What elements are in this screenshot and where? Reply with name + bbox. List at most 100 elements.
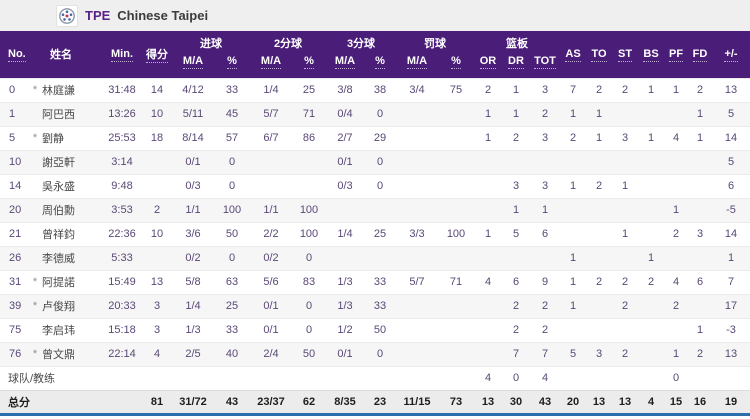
cell-pf: 1 — [672, 84, 680, 96]
cell-tot — [530, 246, 560, 270]
cell-tot: 2 — [541, 108, 549, 120]
cell-p2 — [250, 366, 292, 390]
cell-pm: 7 — [727, 276, 735, 288]
cell-name: 阿巴西 — [42, 109, 75, 121]
cell-pts: 3 — [153, 300, 161, 312]
cell-star: * — [32, 276, 38, 288]
cell-pf — [664, 174, 688, 198]
cell-as — [560, 222, 586, 246]
totals-section: 总分 81 31/72 43 23/37 62 8/35 23 11/15 73… — [0, 390, 750, 414]
cell-pf: 1 — [672, 348, 680, 360]
cell-dr — [502, 150, 530, 174]
cell-to: 1 — [595, 108, 603, 120]
cell-pm: 14 — [724, 132, 738, 144]
cell-tot: 7 — [541, 348, 549, 360]
cell-ft — [396, 246, 438, 270]
cell-st — [612, 366, 638, 390]
cell-pm: 14 — [724, 228, 738, 240]
cell-min: 15:49 — [108, 276, 136, 288]
cell-pts: 2 — [153, 204, 161, 216]
cell-st — [612, 150, 638, 174]
player-row: 0 * 林庭謙 31:48 14 4/12 33 1/4 25 3/8 38 3/4 75 2 1 3 7 2 2 1… — [0, 78, 750, 102]
cell-tot — [530, 150, 560, 174]
cell-as: 1 — [569, 276, 577, 288]
cell-fd: 6 — [696, 276, 704, 288]
cell-st: 13 — [618, 395, 632, 408]
cell-to: 2 — [595, 276, 603, 288]
col-tot-reb: TOT — [530, 54, 561, 78]
cell-bs — [638, 150, 664, 174]
cell-as: 1 — [569, 252, 577, 264]
cell-ft — [396, 342, 438, 366]
cell-pf: 4 — [672, 132, 680, 144]
cell-p3p: 0 — [376, 156, 384, 168]
cell-fgp: 33 — [225, 84, 239, 96]
cell-no: 39 — [9, 300, 22, 312]
cell-p3: 1/3 — [337, 300, 353, 312]
group-field-goals: 进球 — [172, 31, 250, 54]
cell-p3: 2/7 — [337, 132, 353, 144]
col-name: 姓名 — [42, 31, 102, 78]
cell-or — [474, 174, 502, 198]
cell-p2p: 71 — [302, 108, 316, 120]
cell-pf: 2 — [672, 300, 680, 312]
cell-no: 10 — [9, 156, 22, 168]
cell-ftp: 100 — [446, 228, 466, 240]
cell-as: 1 — [569, 300, 577, 312]
cell-bs: 1 — [647, 132, 655, 144]
cell-ftp — [438, 246, 474, 270]
cell-ftp — [438, 174, 474, 198]
col-3p-pct: % — [364, 54, 396, 78]
cell-tot: 4 — [541, 372, 549, 384]
cell-st — [612, 246, 638, 270]
cell-fd: 2 — [696, 348, 704, 360]
cell-dr: 5 — [512, 228, 520, 240]
cell-p2p: 100 — [299, 204, 319, 216]
cell-fg: 5/8 — [185, 276, 201, 288]
cell-p2: 5/6 — [263, 276, 279, 288]
cell-fd: 1 — [696, 108, 704, 120]
cell-p2: 2/4 — [263, 348, 279, 360]
col-points: 得分 — [142, 31, 172, 78]
cell-fd: 1 — [696, 324, 704, 336]
cell-pts — [142, 366, 172, 390]
cell-p3 — [326, 246, 364, 270]
cell-star — [28, 150, 42, 174]
box-score-table: No. 姓名 Min. 得分 进球 2分球 3分球 罚球 篮板 AS TO ST… — [0, 31, 750, 416]
group-3pt: 3分球 — [326, 31, 396, 54]
cell-p2: 1/1 — [263, 204, 279, 216]
cell-as: 1 — [569, 180, 577, 192]
cell-p3p: 29 — [373, 132, 387, 144]
cell-dr: 2 — [512, 132, 520, 144]
cell-tot: 3 — [541, 84, 549, 96]
cell-or — [474, 294, 502, 318]
cell-or: 1 — [484, 108, 492, 120]
cell-p3p: 0 — [376, 180, 384, 192]
cell-p3: 1/3 — [337, 276, 353, 288]
cell-min: 3:53 — [111, 204, 133, 216]
cell-pm: -5 — [726, 204, 736, 216]
col-blocks: BS — [638, 31, 665, 78]
cell-star: * — [32, 132, 38, 144]
cell-p3p: 33 — [373, 300, 387, 312]
cell-p2p — [292, 150, 326, 174]
cell-bs — [638, 294, 664, 318]
player-row: 20 周伯勳 3:53 2 1/1 100 1/1 100 1 1 1 -5 — [0, 198, 750, 222]
cell-p3p: 0 — [376, 108, 384, 120]
player-row: 1 阿巴西 13:26 10 5/11 45 5/7 71 0/4 0 1 1 2 1 1 1 5 — [0, 102, 750, 126]
cell-or — [474, 318, 502, 342]
cell-p2p: 86 — [302, 132, 316, 144]
cell-bs: 1 — [647, 252, 655, 264]
player-row: 76 * 曾文鼎 22:14 4 2/5 40 2/4 50 0/1 0 7 7 5 3 2 1 2 13 — [0, 342, 750, 366]
cell-p2 — [250, 174, 292, 198]
col-turnovers: TO — [586, 31, 613, 78]
col-off-reb: OR — [474, 54, 502, 78]
col-plus-minus: +/- — [712, 31, 750, 78]
cell-name: 林庭謙 — [42, 85, 75, 97]
cell-fd — [688, 174, 712, 198]
team-coach-label: 球队/教练 — [8, 373, 56, 385]
cell-st: 2 — [621, 300, 629, 312]
cell-min: 22:14 — [108, 348, 136, 360]
cell-p3p: 23 — [373, 395, 387, 408]
team-tab[interactable]: TPE Chinese Taipei — [0, 0, 750, 31]
